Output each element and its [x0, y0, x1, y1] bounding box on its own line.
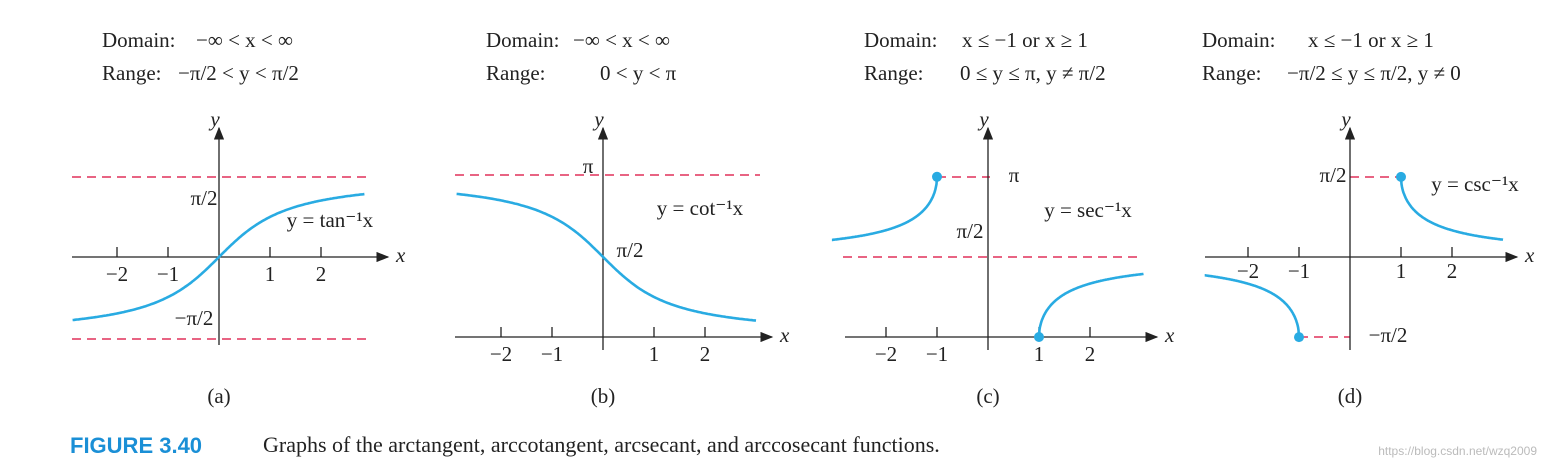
domain-label: Domain: [102, 28, 176, 52]
y-label: π [1009, 163, 1020, 187]
x-tick-label: −1 [1288, 259, 1310, 283]
endpoint [932, 171, 942, 182]
y-label: π [583, 154, 594, 178]
panel-label: (d) [1338, 384, 1363, 408]
x-tick-label: 2 [1085, 342, 1096, 366]
domain: x ≤ −1 or x ≥ 1 [962, 28, 1088, 52]
domain-label: Domain: [486, 28, 560, 52]
y-axis-label: y [208, 107, 220, 131]
x-tick-label: 1 [265, 262, 276, 286]
range: −π/2 < y < π/2 [178, 61, 299, 85]
y-label: π/2 [957, 219, 984, 243]
function-label: y = cot⁻¹x [657, 196, 744, 220]
curve [1204, 274, 1301, 338]
x-tick-label: 1 [1396, 259, 1407, 283]
range: −π/2 ≤ y ≤ π/2, y ≠ 0 [1287, 61, 1461, 85]
y-axis-label: y [977, 107, 989, 131]
panel-label: (a) [207, 384, 230, 408]
y-label: π/2 [1320, 163, 1347, 187]
y-axis-label: y [592, 107, 604, 131]
y-label: −π/2 [1369, 323, 1408, 347]
range: 0 ≤ y ≤ π, y ≠ π/2 [960, 61, 1106, 85]
x-tick-label: −2 [875, 342, 897, 366]
curve [1037, 272, 1144, 338]
x-tick-label: −1 [541, 342, 563, 366]
function-label: y = csc⁻¹x [1431, 172, 1519, 196]
x-axis-label: x [395, 243, 406, 267]
range-label: Range: [486, 61, 545, 85]
x-tick-label: 2 [316, 262, 327, 286]
y-label: π/2 [191, 186, 218, 210]
panel-label: (b) [591, 384, 616, 408]
curve [1399, 176, 1504, 241]
x-tick-label: 2 [1447, 259, 1458, 283]
x-axis-label: x [779, 323, 790, 347]
range: 0 < y < π [600, 61, 677, 85]
x-tick-label: −1 [157, 262, 179, 286]
domain: x ≤ −1 or x ≥ 1 [1308, 28, 1434, 52]
x-tick-label: 1 [649, 342, 660, 366]
x-tick-label: 2 [700, 342, 711, 366]
domain: −∞ < x < ∞ [573, 28, 670, 52]
x-axis-label: x [1524, 243, 1535, 267]
function-label: y = sec⁻¹x [1044, 198, 1132, 222]
range-label: Range: [864, 61, 923, 85]
domain-label: Domain: [864, 28, 938, 52]
curve [831, 176, 939, 242]
x-tick-label: −2 [106, 262, 128, 286]
function-label: y = tan⁻¹x [287, 208, 374, 232]
y-label: −π/2 [175, 306, 214, 330]
x-tick-label: 1 [1034, 342, 1045, 366]
endpoint [1034, 332, 1044, 342]
x-tick-label: −2 [490, 342, 512, 366]
curve [456, 192, 757, 322]
x-tick-label: −2 [1237, 259, 1259, 283]
curve [72, 192, 365, 322]
watermark: https://blog.csdn.net/wzq2009 [1378, 444, 1537, 458]
y-axis-label: y [1339, 107, 1351, 131]
endpoint [1396, 171, 1406, 182]
x-tick-label: −1 [926, 342, 948, 366]
domain: −∞ < x < ∞ [196, 28, 293, 52]
range-label: Range: [1202, 61, 1261, 85]
panel-label: (c) [976, 384, 999, 408]
figure-number: FIGURE 3.40 [70, 433, 202, 458]
endpoint [1294, 332, 1304, 343]
y-label: π/2 [617, 238, 644, 262]
x-axis-label: x [1164, 323, 1175, 347]
range-label: Range: [102, 61, 161, 85]
domain-label: Domain: [1202, 28, 1276, 52]
caption: Graphs of the arctangent, arccotangent, … [263, 432, 940, 457]
